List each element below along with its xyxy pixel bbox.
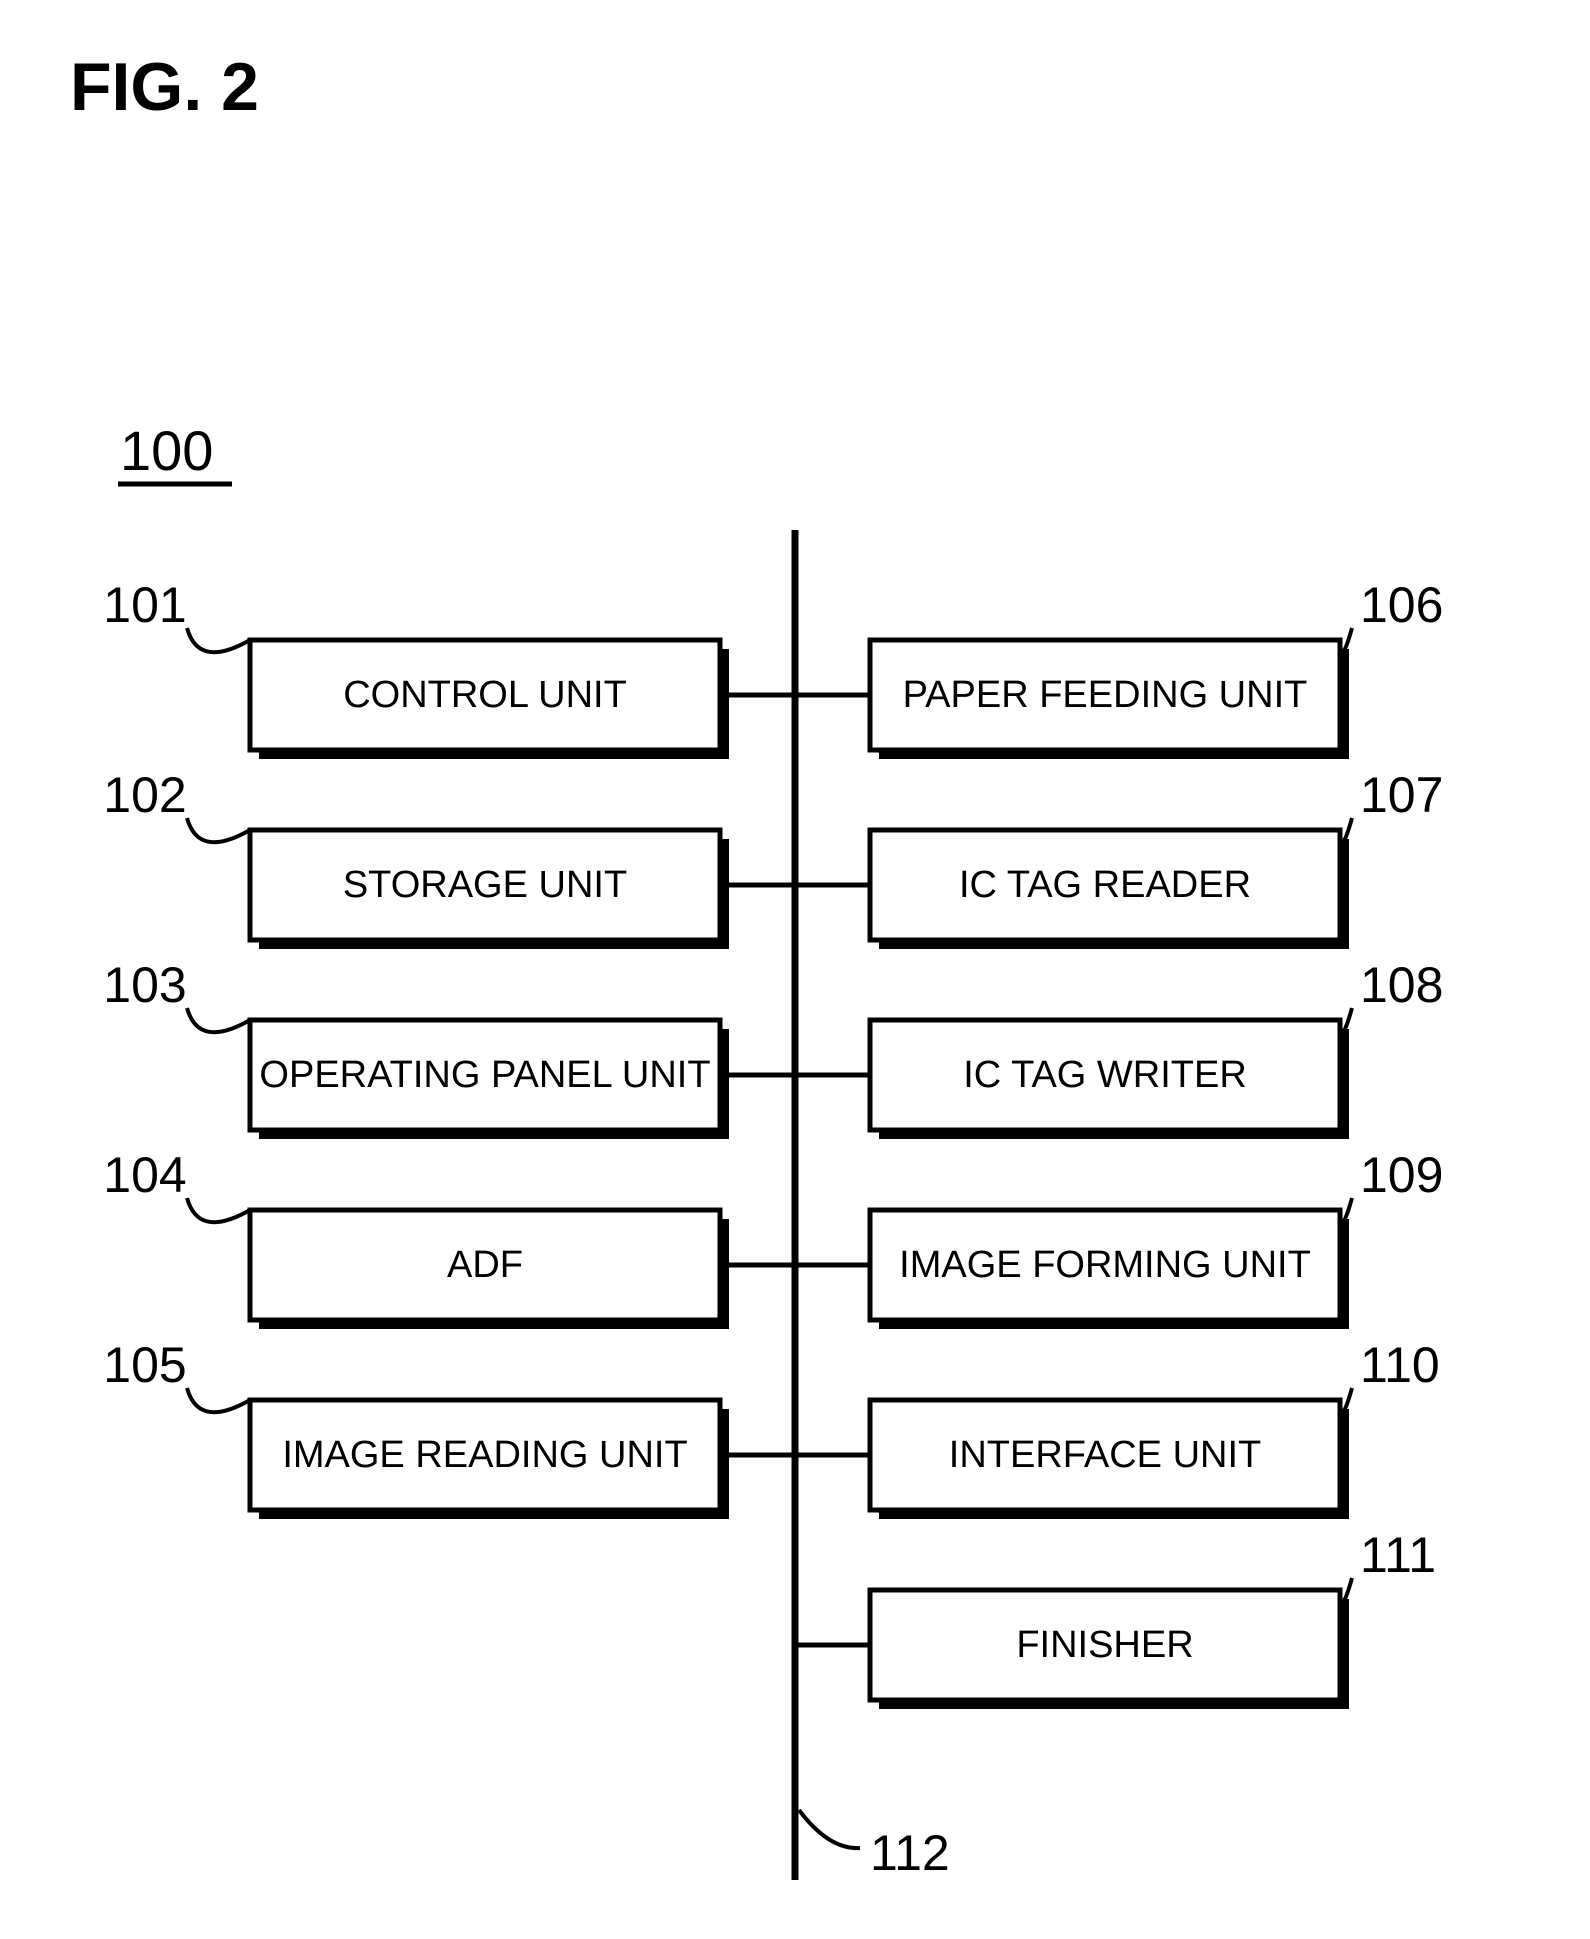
block-label: STORAGE UNIT bbox=[343, 864, 627, 906]
block-right-2: IC TAG WRITER bbox=[870, 1020, 1349, 1139]
block-ref: 104 bbox=[103, 1147, 186, 1203]
block-label: INTERFACE UNIT bbox=[949, 1434, 1261, 1476]
block-left-0: CONTROL UNIT bbox=[250, 640, 729, 759]
ref-leader bbox=[187, 1008, 250, 1032]
block-left-4: IMAGE READING UNIT bbox=[250, 1400, 729, 1519]
block-ref: 107 bbox=[1360, 767, 1443, 823]
block-label: ADF bbox=[447, 1244, 523, 1286]
ref-leader bbox=[187, 818, 250, 842]
block-ref: 106 bbox=[1360, 577, 1443, 633]
block-ref: 101 bbox=[103, 577, 186, 633]
block-right-1: IC TAG READER bbox=[870, 830, 1349, 949]
ref-leader bbox=[1340, 1578, 1352, 1602]
ref-leader bbox=[1340, 1008, 1352, 1032]
block-label: IMAGE FORMING UNIT bbox=[899, 1244, 1311, 1286]
block-label: CONTROL UNIT bbox=[343, 674, 627, 716]
block-label: FINISHER bbox=[1016, 1624, 1193, 1666]
block-ref: 103 bbox=[103, 957, 186, 1013]
block-label: OPERATING PANEL UNIT bbox=[259, 1054, 710, 1096]
ref-leader bbox=[187, 1388, 250, 1412]
block-right-0: PAPER FEEDING UNIT bbox=[870, 640, 1349, 759]
ref-leader bbox=[187, 1198, 250, 1222]
figure-title: FIG. 2 bbox=[70, 49, 259, 125]
block-ref: 111 bbox=[1360, 1527, 1436, 1583]
ref-leader bbox=[799, 1810, 860, 1848]
block-ref: 102 bbox=[103, 767, 186, 823]
block-label: IC TAG READER bbox=[959, 864, 1251, 906]
block-right-3: IMAGE FORMING UNIT bbox=[870, 1210, 1349, 1329]
ref-leader bbox=[1340, 818, 1352, 842]
block-label: IMAGE READING UNIT bbox=[282, 1434, 687, 1476]
block-left-3: ADF bbox=[250, 1210, 729, 1329]
block-label: IC TAG WRITER bbox=[963, 1054, 1247, 1096]
block-ref: 109 bbox=[1360, 1147, 1443, 1203]
block-ref: 110 bbox=[1360, 1337, 1440, 1393]
bus-ref: 112 bbox=[870, 1825, 950, 1881]
ref-leader bbox=[1340, 628, 1352, 652]
block-label: PAPER FEEDING UNIT bbox=[903, 674, 1308, 716]
block-diagram: FIG. 2 100 CONTROL UNIT 101 STORAGE UNIT 102 O… bbox=[0, 0, 1590, 1939]
ref-leader bbox=[1340, 1388, 1352, 1412]
ref-leader bbox=[1340, 1198, 1352, 1222]
block-right-4: INTERFACE UNIT bbox=[870, 1400, 1349, 1519]
system-ref: 100 bbox=[120, 419, 213, 482]
block-left-1: STORAGE UNIT bbox=[250, 830, 729, 949]
block-ref: 108 bbox=[1360, 957, 1443, 1013]
ref-leader bbox=[187, 628, 250, 652]
block-ref: 105 bbox=[103, 1337, 186, 1393]
block-left-2: OPERATING PANEL UNIT bbox=[250, 1020, 729, 1139]
block-right-5: FINISHER bbox=[870, 1590, 1349, 1709]
